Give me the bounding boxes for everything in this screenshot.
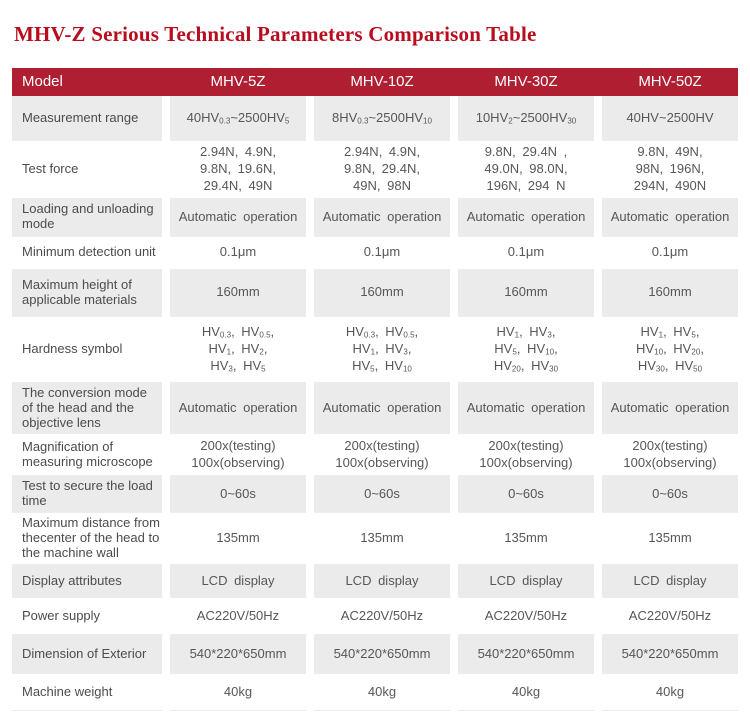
table-row: Machine weight 40kg 40kg 40kg 40kg (12, 673, 738, 712)
table-cell: 200x(testing) 100x(observing) (170, 433, 306, 477)
page: MHV-Z Serious Technical Parameters Compa… (0, 22, 750, 712)
table-cell: 160mm (458, 269, 594, 316)
row-label: Machine weight (12, 673, 162, 712)
table-row: Hardness symbol HV0.3, HV0.5, HV1, HV2, HV3… (12, 315, 738, 383)
table-cell: 40kg (458, 673, 594, 712)
row-label: Test to secure the load time (12, 476, 162, 513)
table-row: Minimum detection unit 0.1μm 0.1μm 0.1μm 0.1… (12, 235, 738, 270)
table-cell: 0~60s (170, 476, 306, 513)
table-row: Power supply AC220V/50Hz AC220V/50Hz AC220V… (12, 597, 738, 636)
column-header-mhv-50z: MHV-50Z (638, 73, 702, 91)
row-label: Dimension of Exterior (12, 635, 162, 674)
table-cell: 40kg (602, 673, 738, 712)
table-cell: HV1, HV5, HV10, HV20, HV30, HV50 (602, 315, 738, 383)
table-cell: 135mm (602, 512, 738, 566)
table-cell: Automatic operation (314, 382, 450, 434)
table-cell: 135mm (170, 512, 306, 566)
table-cell: 135mm (314, 512, 450, 566)
table-cell: 10HV2~2500HV30 (458, 96, 594, 140)
table-row: Maximum height of applicable materials 16… (12, 269, 738, 316)
table-cell: 0~60s (314, 476, 450, 513)
table-cell: 40kg (170, 673, 306, 712)
table-cell: LCD display (602, 565, 738, 598)
row-label: Loading and unloading mode (12, 198, 162, 236)
table-cell: 160mm (602, 269, 738, 316)
table-cell: 160mm (314, 269, 450, 316)
column-header-mhv-5z: MHV-5Z (210, 73, 266, 91)
table-row: Display attributes LCD display LCD display… (12, 565, 738, 598)
page-title: MHV-Z Serious Technical Parameters Compa… (14, 22, 537, 46)
parameters-table: Model MHV-5Z MHV-10Z MHV-30Z MHV-50Z Measure… (12, 68, 738, 712)
table-cell: 200x(testing) 100x(observing) (314, 433, 450, 477)
row-label: Test force (12, 140, 162, 199)
table-cell: HV1, HV3, HV5, HV10, HV20, HV30 (458, 315, 594, 383)
table-header-row: Model MHV-5Z MHV-10Z MHV-30Z MHV-50Z (12, 68, 738, 96)
column-header-mhv-30z: MHV-30Z (494, 73, 558, 91)
table-cell: 0.1μm (170, 235, 306, 270)
row-label: Magnification of measuring microscope (12, 433, 162, 477)
table-cell: 0~60s (602, 476, 738, 513)
table-row: Loading and unloading mode Automatic oper… (12, 198, 738, 236)
column-header-model: Model (22, 73, 63, 91)
table-cell: 9.8N, 29.4N , 49.0N, 98.0N, 196N, 294 N (458, 140, 594, 199)
table-cell: 0.1μm (314, 235, 450, 270)
table-cell: 200x(testing) 100x(observing) (602, 433, 738, 477)
table-cell: 200x(testing) 100x(observing) (458, 433, 594, 477)
table-cell: AC220V/50Hz (602, 597, 738, 636)
table-cell: LCD display (170, 565, 306, 598)
row-label: Hardness symbol (12, 315, 162, 383)
table-row: The conversion mode of the head and the … (12, 382, 738, 434)
table-cell: Automatic operation (314, 198, 450, 236)
table-cell: Automatic operation (458, 198, 594, 236)
row-label: Power supply (12, 597, 162, 636)
table-cell: 135mm (458, 512, 594, 566)
table-cell: LCD display (314, 565, 450, 598)
table-row: Measurement range 40HV0.3~2500HV5 8HV0.3~2… (12, 96, 738, 140)
table-cell: 540*220*650mm (458, 635, 594, 674)
table-cell: 8HV0.3~2500HV10 (314, 96, 450, 140)
table-cell: 160mm (170, 269, 306, 316)
table-row: Dimension of Exterior 540*220*650mm 540*22… (12, 635, 738, 674)
row-label: Measurement range (12, 96, 162, 140)
table-cell: 9.8N, 49N, 98N, 196N, 294N, 490N (602, 140, 738, 199)
table-cell: AC220V/50Hz (458, 597, 594, 636)
row-label: Maximum height of applicable materials (12, 269, 162, 316)
column-header-mhv-10z: MHV-10Z (350, 73, 414, 91)
table-row: Test force 2.94N, 4.9N, 9.8N, 19.6N, 29.4N,… (12, 140, 738, 199)
table-cell: 0~60s (458, 476, 594, 513)
table-row: Test to secure the load time 0~60s 0~60s 0~… (12, 476, 738, 513)
table-cell: 40HV~2500HV (602, 96, 738, 140)
table-cell: 40kg (314, 673, 450, 712)
table-cell: 2.94N, 4.9N, 9.8N, 29.4N, 49N, 98N (314, 140, 450, 199)
table-cell: LCD display (458, 565, 594, 598)
table-body: Measurement range 40HV0.3~2500HV5 8HV0.3~2… (12, 96, 738, 712)
table-cell: 540*220*650mm (602, 635, 738, 674)
table-cell: HV0.3, HV0.5, HV1, HV2, HV3, HV5 (170, 315, 306, 383)
table-cell: Automatic operation (170, 198, 306, 236)
table-cell: 0.1μm (602, 235, 738, 270)
table-cell: Automatic operation (602, 198, 738, 236)
table-cell: AC220V/50Hz (314, 597, 450, 636)
table-cell: 540*220*650mm (170, 635, 306, 674)
row-label: The conversion mode of the head and the … (12, 382, 162, 434)
row-label: Display attributes (12, 565, 162, 598)
table-cell: Automatic operation (602, 382, 738, 434)
table-cell: 40HV0.3~2500HV5 (170, 96, 306, 140)
table-cell: 2.94N, 4.9N, 9.8N, 19.6N, 29.4N, 49N (170, 140, 306, 199)
table-cell: HV0.3, HV0.5, HV1, HV3, HV5, HV10 (314, 315, 450, 383)
row-label: Minimum detection unit (12, 235, 162, 270)
row-label: Maximum distance from thecenter of the h… (12, 512, 162, 566)
table-cell: Automatic operation (458, 382, 594, 434)
table-row: Magnification of measuring microscope 200… (12, 433, 738, 477)
table-cell: 540*220*650mm (314, 635, 450, 674)
table-row: Maximum distance from thecenter of the h… (12, 512, 738, 566)
table-cell: AC220V/50Hz (170, 597, 306, 636)
table-cell: 0.1μm (458, 235, 594, 270)
table-cell: Automatic operation (170, 382, 306, 434)
